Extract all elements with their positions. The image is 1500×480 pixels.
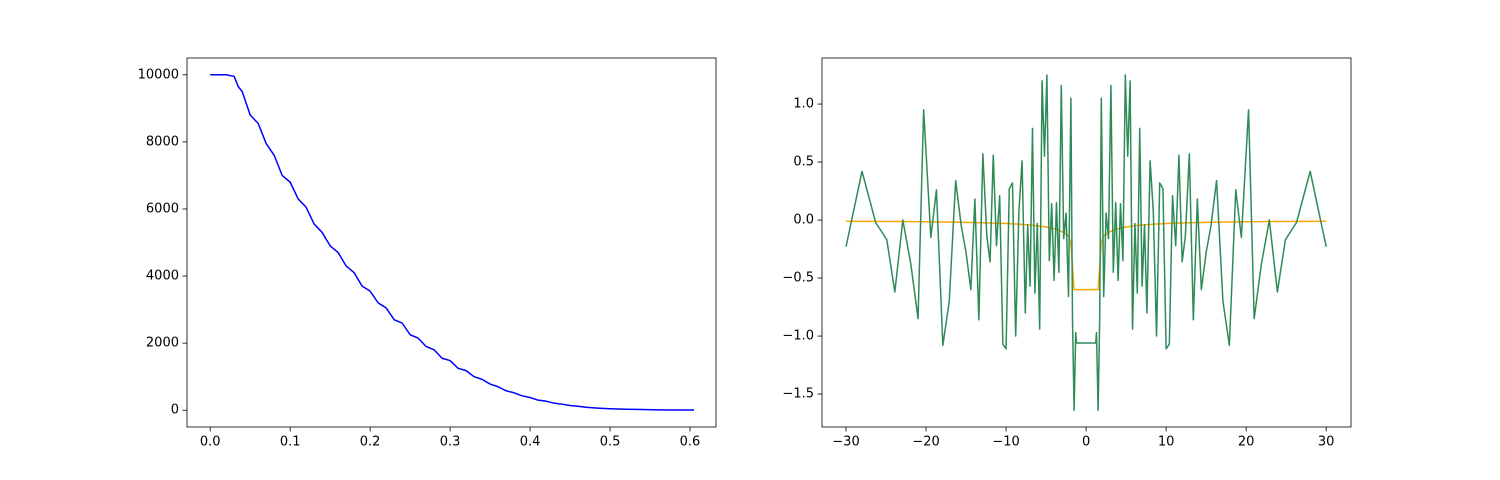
x-tick-label: 0.6	[680, 435, 701, 450]
x-tick-label: −30	[832, 435, 859, 450]
y-tick-label: −0.5	[782, 271, 814, 286]
x-tick-label: 0.1	[280, 435, 301, 450]
x-tick-label: 0	[1082, 435, 1090, 450]
y-tick-label: 0.5	[793, 155, 814, 170]
x-tick-label: −10	[992, 435, 1019, 450]
line	[846, 220, 1327, 291]
x-tick-label: 0.0	[200, 435, 221, 450]
y-tick-label: 8000	[146, 134, 179, 149]
axes-frame	[821, 57, 1352, 428]
x-tick-label: 0.5	[600, 435, 621, 450]
y-tick-label: 0.0	[793, 213, 814, 228]
y-tick-label: 2000	[146, 336, 179, 351]
x-tick-label: 10	[1158, 435, 1175, 450]
x-tick-label: 20	[1238, 435, 1255, 450]
x-tick-label: 0.2	[360, 435, 381, 450]
y-tick-label: 0	[171, 403, 179, 418]
y-tick-label: 6000	[146, 201, 179, 216]
x-tick-label: −20	[912, 435, 939, 450]
x-tick-label: 0.3	[440, 435, 461, 450]
axes-frame	[186, 57, 717, 428]
line	[845, 74, 1327, 412]
y-tick-label: 10000	[138, 67, 179, 82]
y-tick-label: −1.5	[782, 387, 814, 402]
y-tick-label: 4000	[146, 269, 179, 284]
x-tick-label: 30	[1318, 435, 1335, 450]
x-tick-label: 0.4	[520, 435, 541, 450]
y-tick-label: 1.0	[793, 97, 814, 112]
line	[210, 74, 695, 411]
y-tick-label: −1.0	[782, 329, 814, 344]
